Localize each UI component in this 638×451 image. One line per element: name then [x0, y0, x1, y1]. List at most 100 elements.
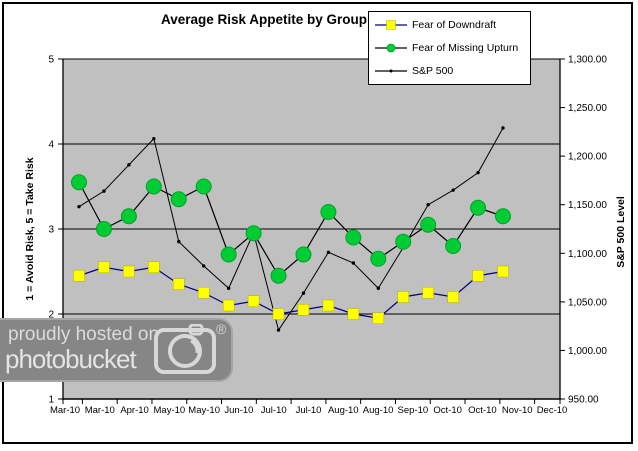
- svg-text:Oct-10: Oct-10: [468, 405, 497, 416]
- data-point-dot: [326, 250, 331, 255]
- svg-text:Oct-10: Oct-10: [433, 405, 462, 416]
- data-point-square: [247, 295, 260, 307]
- data-point-circle: [270, 267, 287, 284]
- svg-text:May-10: May-10: [154, 405, 186, 416]
- data-point-square: [372, 312, 385, 324]
- svg-text:950.00: 950.00: [568, 395, 599, 406]
- data-point-dot: [426, 203, 430, 207]
- series-fear-of-missing-upturn: [71, 174, 511, 284]
- photobucket-watermark: proudly hosted on photobucket ®: [0, 318, 233, 382]
- data-point-circle: [495, 208, 511, 225]
- data-point-square: [98, 261, 110, 273]
- series-fear-of-downdraft: [73, 261, 509, 324]
- svg-text:1,150.00: 1,150.00: [568, 200, 607, 211]
- legend-label: S&P 500: [412, 64, 454, 77]
- svg-text:Mar-10: Mar-10: [50, 405, 80, 416]
- svg-text:Dec-10: Dec-10: [537, 405, 568, 416]
- svg-text:Apr-10: Apr-10: [120, 405, 149, 416]
- data-point-square: [347, 308, 360, 320]
- data-point-dot: [152, 136, 156, 141]
- data-point-square: [148, 261, 160, 273]
- svg-text:Aug-10: Aug-10: [328, 405, 359, 416]
- data-point-circle: [245, 225, 262, 242]
- data-point-dot: [451, 188, 455, 192]
- data-point-circle: [195, 178, 212, 195]
- data-point-dot: [376, 286, 380, 290]
- svg-text:1,050.00: 1,050.00: [568, 297, 607, 308]
- svg-text:3: 3: [48, 225, 54, 236]
- data-point-dot: [476, 170, 480, 175]
- data-point-dot: [77, 204, 81, 209]
- data-point-circle: [420, 216, 437, 233]
- data-point-dot: [127, 163, 131, 167]
- svg-text:Jul-10: Jul-10: [296, 405, 322, 416]
- data-point-dot: [202, 264, 206, 268]
- photobucket-logo-text: photobucket: [5, 344, 137, 374]
- svg-text:2: 2: [48, 310, 54, 321]
- data-point-square: [297, 304, 310, 316]
- svg-text:1,100.00: 1,100.00: [568, 249, 607, 260]
- data-point-circle: [145, 178, 162, 195]
- left-axis-title: 1 = Avoid Risk, 5 = Take Risk: [24, 157, 36, 301]
- x-axis-ticks: Mar-10 Mar-10 Apr-10 May-10 May-10 Jun-10 Jul-…: [50, 399, 567, 416]
- data-point-circle: [95, 221, 112, 237]
- data-point-dot: [351, 261, 356, 265]
- registered-trademark: ®: [216, 321, 227, 337]
- data-point-dot: [177, 239, 181, 244]
- svg-text:4: 4: [48, 140, 54, 151]
- legend-marker-yellow-square-icon: [375, 20, 407, 31]
- svg-text:1,000.00: 1,000.00: [568, 346, 607, 357]
- legend-item-fear-of-missing-upturn: Fear of Missing Upturn: [369, 37, 530, 59]
- data-point-circle: [120, 208, 137, 225]
- svg-text:Aug-10: Aug-10: [363, 405, 394, 416]
- data-point-circle: [295, 246, 312, 263]
- data-point-dot: [226, 286, 231, 290]
- data-point-square: [497, 265, 509, 278]
- data-point-square: [197, 287, 210, 299]
- svg-text:Sep-10: Sep-10: [398, 405, 429, 416]
- left-axis-ticks: 1 2 3 4 5: [48, 55, 63, 406]
- svg-text:1: 1: [48, 395, 54, 406]
- chart-title: Average Risk Appetite by Group: [160, 12, 368, 27]
- legend-marker-green-circle-icon: [375, 43, 407, 53]
- data-point-square: [272, 308, 285, 320]
- svg-text:1,200.00: 1,200.00: [568, 152, 607, 163]
- data-point-circle: [320, 204, 337, 220]
- data-point-square: [73, 270, 85, 282]
- watermark-tagline: proudly hosted on: [8, 324, 160, 345]
- svg-text:Jul-10: Jul-10: [261, 405, 287, 416]
- svg-text:5: 5: [48, 55, 54, 66]
- data-point-circle: [345, 229, 362, 246]
- legend-label: Fear of Downdraft: [412, 19, 497, 32]
- data-point-square: [472, 270, 484, 282]
- legend: Fear of Downdraft Fear of Missing Upturn…: [368, 11, 531, 85]
- data-point-square: [222, 299, 235, 312]
- data-point-circle: [370, 250, 387, 267]
- data-point-square: [123, 265, 135, 278]
- right-axis-ticks: 950.00 1,000.00 1,050.00 1,100.00 1,150.00 1,…: [560, 55, 607, 406]
- svg-text:Jun-10: Jun-10: [224, 405, 253, 416]
- svg-text:Mar-10: Mar-10: [85, 405, 115, 416]
- data-point-circle: [170, 191, 187, 208]
- data-point-square: [447, 291, 459, 303]
- svg-text:1,250.00: 1,250.00: [568, 103, 607, 114]
- data-point-circle: [445, 238, 462, 254]
- data-point-square: [322, 299, 335, 312]
- data-point-circle: [395, 233, 412, 250]
- svg-text:Nov-10: Nov-10: [502, 405, 533, 416]
- data-point-circle: [220, 246, 237, 263]
- svg-text:May-10: May-10: [188, 405, 220, 416]
- data-point-square: [173, 278, 185, 290]
- data-point-dot: [301, 291, 306, 295]
- data-point-dot: [102, 189, 106, 193]
- camera-icon: [154, 324, 216, 374]
- data-point-square: [422, 287, 434, 299]
- right-axis-title: S&P 500 Level: [615, 196, 627, 268]
- svg-text:1,300.00: 1,300.00: [568, 55, 607, 66]
- legend-item-fear-of-downdraft: Fear of Downdraft: [369, 14, 530, 36]
- data-point-square: [397, 291, 409, 303]
- data-point-dot: [501, 126, 505, 130]
- legend-item-sp500: S&P 500: [369, 60, 530, 82]
- data-point-circle: [470, 199, 487, 216]
